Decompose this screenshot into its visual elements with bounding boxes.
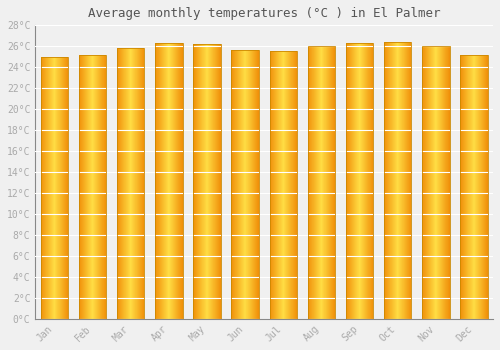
Title: Average monthly temperatures (°C ) in El Palmer: Average monthly temperatures (°C ) in El… (88, 7, 441, 20)
Bar (155, 43, 182, 318)
Bar (79, 55, 106, 318)
Bar (422, 46, 450, 318)
Bar (308, 46, 335, 318)
Bar (117, 48, 144, 318)
Bar (40, 57, 68, 318)
Bar (346, 43, 374, 318)
Bar (460, 55, 487, 318)
Bar (232, 50, 259, 318)
Bar (384, 42, 411, 318)
Bar (193, 44, 220, 319)
Bar (270, 51, 297, 318)
